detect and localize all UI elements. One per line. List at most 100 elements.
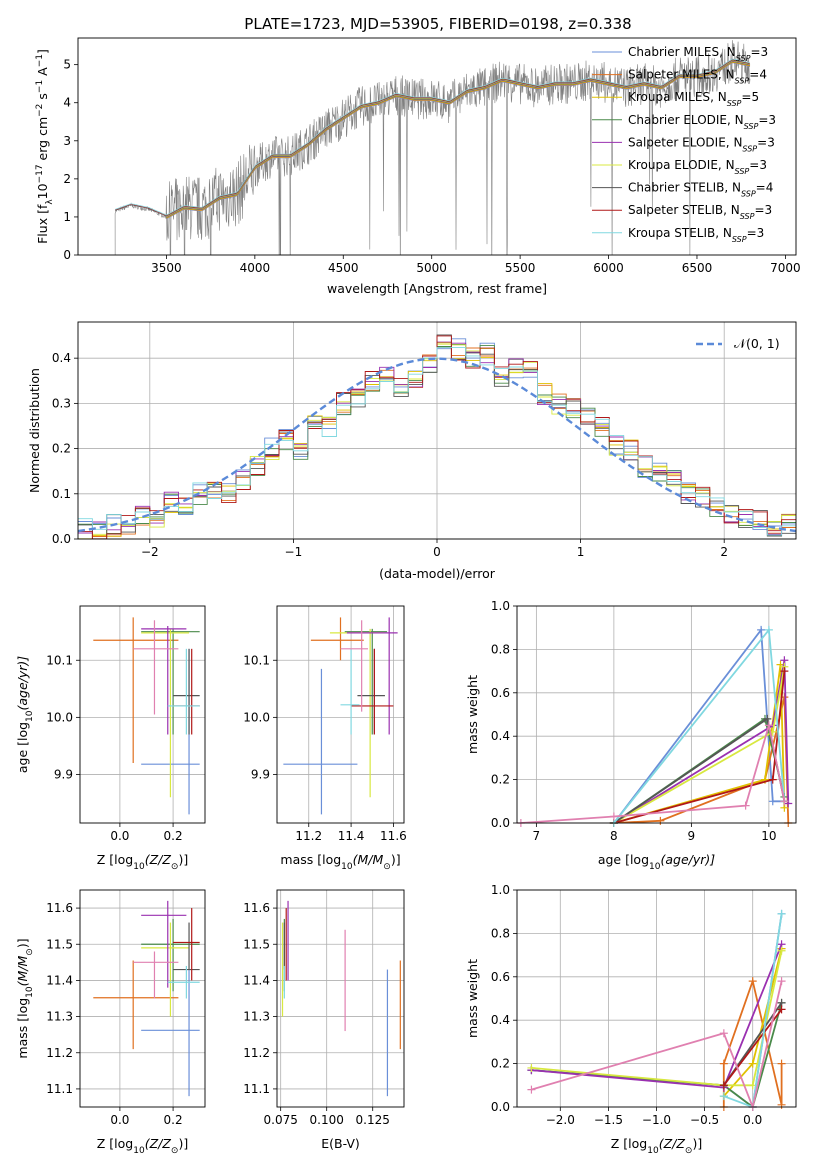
weight-point-marker bbox=[768, 775, 777, 784]
legend-entry: Salpeter STELIB, NSSP=3 bbox=[628, 203, 772, 221]
y-tick-label: 11.2 bbox=[243, 1046, 270, 1060]
histogram-step-salpeter-stelib bbox=[78, 335, 796, 539]
x-axis-label: mass [log10(M/M⊙)] bbox=[280, 852, 400, 872]
x-tick-label: −1 bbox=[285, 545, 303, 559]
weight-point-marker bbox=[741, 801, 750, 810]
age-vs-Z-panel: 0.0 0.2 9.9 10.0 10.1 Z [log10(Z/Z⊙)] age [log… bbox=[15, 605, 206, 872]
x-tick-label: 4000 bbox=[240, 261, 271, 275]
weight-point-marker bbox=[656, 816, 665, 825]
weight-point-marker bbox=[763, 714, 772, 723]
y-axis-label: mass weight bbox=[465, 675, 480, 754]
legend-entry: Salpeter MILES, NSSP=4 bbox=[628, 68, 767, 86]
residuals-panel: −2 −1 0 1 2 0.0 0.1 0.2 0.3 0.4 𝒩(0, 1) (data-model… bbox=[27, 321, 797, 581]
y-tick-label: 9.9 bbox=[54, 767, 73, 781]
x-tick-label: 0.2 bbox=[164, 829, 183, 843]
y-axis-label: mass weight bbox=[465, 959, 480, 1038]
x-tick-label: −1.5 bbox=[594, 1113, 623, 1127]
y-tick-label: 0.2 bbox=[491, 773, 510, 787]
weight-point-marker bbox=[527, 1063, 536, 1072]
legend-entry: Chabrier STELIB, NSSP=4 bbox=[628, 181, 773, 199]
y-axis-label: age [log10(age/yr)] bbox=[15, 656, 35, 773]
x-axis-label: Z [log10(Z/Z⊙)] bbox=[97, 852, 188, 872]
weight-point-marker bbox=[719, 1029, 728, 1038]
x-tick-label: 9 bbox=[688, 829, 696, 843]
mass-vs-Z-panel: 0.0 0.2 11.1 11.2 11.3 11.4 11.5 11.6 Z [log10(Z… bbox=[15, 889, 206, 1156]
x-tick-label: 7000 bbox=[770, 261, 801, 275]
y-tick-label: 0.4 bbox=[52, 351, 71, 365]
y-tick-label: 1.0 bbox=[491, 599, 510, 613]
weight-point-marker bbox=[777, 909, 786, 918]
y-tick-label: 0.4 bbox=[491, 729, 510, 743]
y-tick-label: 11.3 bbox=[46, 1010, 73, 1024]
y-tick-label: 11.4 bbox=[243, 973, 270, 987]
y-tick-label: 0.0 bbox=[491, 1100, 510, 1114]
legend-entry: Kroupa STELIB, NSSP=3 bbox=[628, 226, 764, 244]
x-axis-label: E(B-V) bbox=[321, 1136, 360, 1151]
axes-frame bbox=[79, 605, 206, 824]
weight-vs-Z-panel: −2.0 −1.5 −1.0 −0.5 0.0 0.0 0.2 0.4 0.6 0.8 1.0 mas… bbox=[465, 883, 797, 1156]
y-tick-label: 10.0 bbox=[243, 710, 270, 724]
y-tick-label: 2 bbox=[63, 172, 71, 186]
weight-point-marker bbox=[777, 946, 786, 955]
normal-curve bbox=[78, 357, 796, 533]
legend-entry: Kroupa ELODIE, NSSP=3 bbox=[628, 158, 767, 176]
x-tick-label: 7 bbox=[533, 829, 541, 843]
model-line-kroupa-stelib bbox=[114, 58, 750, 216]
y-tick-label: 5 bbox=[63, 58, 71, 72]
y-tick-label: 11.6 bbox=[46, 901, 73, 915]
y-tick-label: 0.8 bbox=[491, 642, 510, 656]
x-axis-label: wavelength [Angstrom, rest frame] bbox=[327, 281, 547, 296]
x-axis-label: (data-model)/error bbox=[379, 566, 496, 581]
y-tick-label: 0 bbox=[63, 248, 71, 262]
axes-frame bbox=[77, 37, 797, 256]
y-tick-label: 11.1 bbox=[243, 1082, 270, 1096]
mass-vs-ebv-panel: 0.075 0.100 0.125 11.1 11.2 11.3 11.4 11.5 11.6 E… bbox=[243, 889, 405, 1151]
x-tick-label: 0.0 bbox=[743, 1113, 762, 1127]
y-tick-label: 0.6 bbox=[491, 970, 510, 984]
x-axis-label: Z [log10(Z/Z⊙)] bbox=[97, 1136, 188, 1156]
weight-point-marker bbox=[748, 977, 757, 986]
histogram-step-kroupa-stelib bbox=[78, 347, 796, 536]
weight-series-line bbox=[531, 1002, 783, 1107]
x-tick-label: 6500 bbox=[682, 261, 713, 275]
weight-series-line bbox=[613, 660, 790, 823]
x-tick-label: 8 bbox=[610, 829, 618, 843]
y-tick-label: 0.6 bbox=[491, 686, 510, 700]
axes-frame bbox=[276, 889, 405, 1108]
x-tick-label: 0.125 bbox=[356, 1113, 390, 1127]
x-tick-label: 0.0 bbox=[110, 1113, 129, 1127]
figure-title: PLATE=1723, MJD=53905, FIBERID=0198, z=0… bbox=[244, 15, 631, 33]
y-tick-label: 1.0 bbox=[491, 883, 510, 897]
spectrum-legend: Chabrier MILES, NSSP=3 Salpeter MILES, NS… bbox=[592, 45, 776, 243]
x-tick-label: 11.2 bbox=[295, 829, 322, 843]
axes-frame bbox=[79, 889, 206, 1108]
x-axis-label: age [log10(age/yr)] bbox=[598, 852, 715, 872]
y-tick-label: 11.5 bbox=[46, 937, 73, 951]
y-tick-label: 11.1 bbox=[46, 1082, 73, 1096]
y-tick-label: 10.1 bbox=[46, 653, 73, 667]
legend-entry: Chabrier ELODIE, NSSP=3 bbox=[628, 113, 776, 131]
x-tick-label: 0.2 bbox=[164, 1113, 183, 1127]
age-vs-mass-panel: 11.2 11.4 11.6 9.9 10.0 10.1 mass [log10(M/M⊙)… bbox=[243, 605, 407, 872]
normal-legend-label: 𝒩(0, 1) bbox=[734, 336, 780, 351]
x-tick-label: 6000 bbox=[593, 261, 624, 275]
weight-point-marker bbox=[780, 667, 789, 676]
x-tick-label: 2 bbox=[720, 545, 728, 559]
axes-frame bbox=[516, 889, 797, 1108]
x-tick-label: −1.0 bbox=[642, 1113, 671, 1127]
x-tick-label: 4500 bbox=[328, 261, 359, 275]
legend-entry: Kroupa MILES, NSSP=5 bbox=[628, 90, 759, 108]
x-tick-label: −2 bbox=[141, 545, 159, 559]
x-tick-label: −0.5 bbox=[690, 1113, 719, 1127]
x-tick-label: 0.100 bbox=[310, 1113, 344, 1127]
weight-vs-age-panel: 7 8 9 10 0.0 0.2 0.4 0.6 0.8 1.0 mass weight age [l… bbox=[465, 599, 797, 872]
y-axis-label: Normed distribution bbox=[27, 368, 42, 493]
y-tick-label: 11.5 bbox=[243, 937, 270, 951]
y-axis-label: Flux [fλ10−17 erg cm−2 s−1 A−1] bbox=[35, 49, 55, 244]
x-tick-label: 3500 bbox=[151, 261, 182, 275]
axes-frame bbox=[516, 605, 797, 824]
x-tick-label: −2.0 bbox=[546, 1113, 575, 1127]
y-tick-label: 0.2 bbox=[491, 1057, 510, 1071]
weight-point-marker bbox=[719, 1059, 728, 1068]
